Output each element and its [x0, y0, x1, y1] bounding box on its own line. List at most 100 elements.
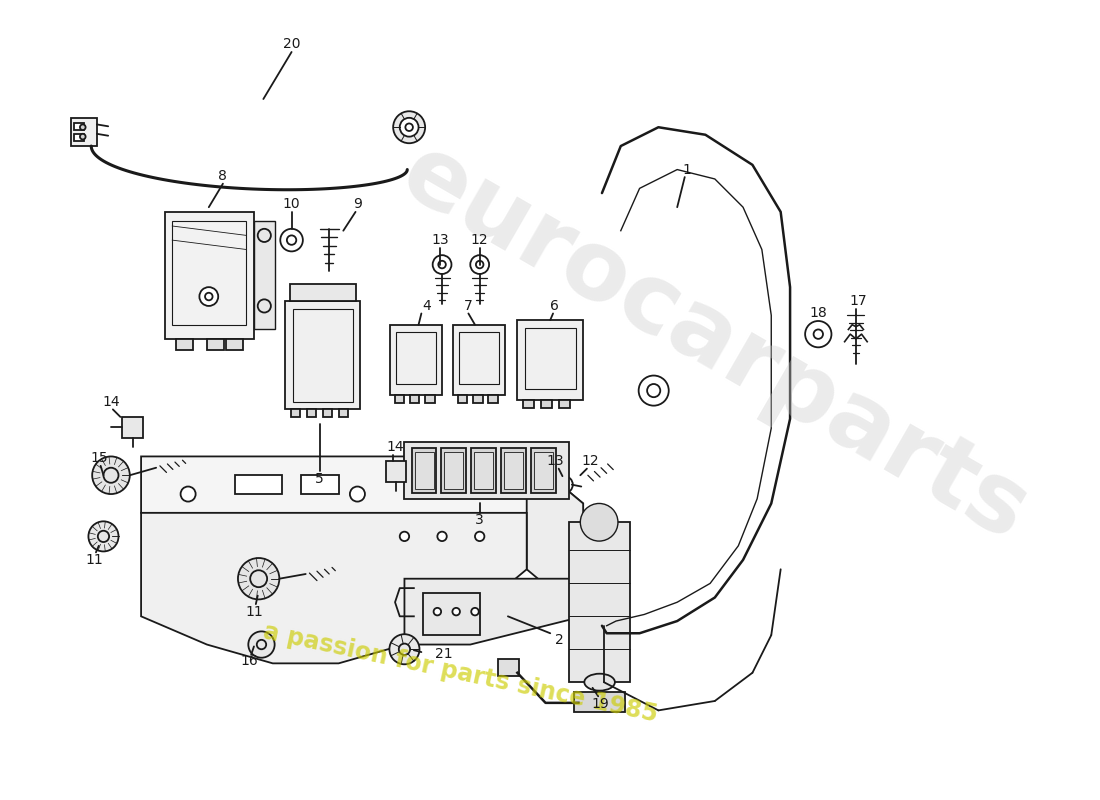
Text: 13: 13: [431, 233, 449, 247]
Circle shape: [432, 255, 451, 274]
Text: 1: 1: [682, 162, 691, 177]
Text: 7: 7: [464, 299, 473, 313]
Bar: [412, 448, 437, 493]
Polygon shape: [141, 457, 583, 560]
Bar: [226, 339, 243, 350]
Bar: [453, 325, 505, 395]
Text: 8: 8: [219, 169, 228, 183]
Bar: [289, 284, 355, 302]
Bar: [502, 448, 526, 493]
Bar: [459, 332, 499, 384]
Bar: [471, 448, 496, 493]
Text: 3: 3: [475, 514, 484, 527]
Text: 12: 12: [471, 233, 488, 247]
Bar: [424, 593, 480, 635]
Bar: [522, 400, 535, 407]
Bar: [441, 448, 465, 493]
Circle shape: [556, 476, 573, 493]
Circle shape: [249, 631, 275, 658]
Text: 4: 4: [422, 299, 431, 313]
Circle shape: [389, 634, 419, 664]
Bar: [504, 452, 522, 490]
Circle shape: [88, 522, 119, 551]
Bar: [122, 417, 143, 438]
Bar: [75, 134, 84, 142]
Bar: [574, 691, 626, 712]
Bar: [293, 309, 353, 402]
Text: 5: 5: [316, 472, 324, 486]
Circle shape: [199, 287, 218, 306]
Text: 12: 12: [582, 454, 600, 468]
Bar: [531, 448, 556, 493]
Text: 15: 15: [90, 451, 108, 466]
Bar: [559, 400, 570, 407]
Circle shape: [399, 532, 409, 541]
Circle shape: [399, 118, 419, 137]
Polygon shape: [141, 513, 527, 663]
Bar: [322, 410, 332, 417]
Circle shape: [180, 486, 196, 502]
Circle shape: [475, 532, 484, 541]
Bar: [425, 395, 435, 403]
Bar: [541, 400, 552, 407]
Bar: [339, 410, 348, 417]
Circle shape: [393, 111, 425, 143]
Text: 16: 16: [241, 654, 258, 669]
Bar: [70, 118, 97, 146]
Text: eurocarparts: eurocarparts: [385, 126, 1045, 561]
Bar: [415, 452, 433, 490]
Bar: [410, 395, 419, 403]
Ellipse shape: [584, 514, 615, 530]
Circle shape: [438, 532, 447, 541]
Text: a passion for parts since 1985: a passion for parts since 1985: [262, 619, 660, 726]
Bar: [525, 327, 575, 389]
Bar: [235, 475, 283, 494]
Bar: [390, 325, 442, 395]
Text: 9: 9: [353, 198, 362, 211]
Text: 21: 21: [434, 647, 452, 661]
Circle shape: [238, 558, 279, 599]
Text: 6: 6: [550, 299, 560, 313]
Ellipse shape: [584, 674, 615, 690]
Bar: [569, 522, 630, 682]
Bar: [498, 658, 519, 675]
Text: 10: 10: [283, 198, 300, 211]
Text: 19: 19: [591, 697, 609, 711]
Text: 13: 13: [546, 454, 563, 468]
Circle shape: [639, 375, 669, 406]
Bar: [207, 339, 224, 350]
Bar: [396, 332, 437, 384]
Bar: [444, 452, 463, 490]
Bar: [386, 461, 406, 482]
Polygon shape: [527, 457, 583, 616]
Bar: [165, 212, 254, 339]
Bar: [395, 395, 405, 403]
Bar: [307, 410, 316, 417]
Bar: [290, 410, 300, 417]
Circle shape: [805, 321, 832, 347]
Circle shape: [92, 457, 130, 494]
Circle shape: [80, 125, 86, 130]
Circle shape: [80, 134, 86, 139]
Text: 18: 18: [810, 306, 827, 321]
Bar: [254, 222, 275, 330]
Bar: [474, 452, 493, 490]
Circle shape: [280, 229, 302, 251]
Polygon shape: [405, 578, 583, 645]
Text: 14: 14: [102, 395, 120, 409]
Circle shape: [350, 486, 365, 502]
Bar: [535, 452, 553, 490]
Bar: [473, 395, 483, 403]
Circle shape: [471, 255, 490, 274]
Circle shape: [452, 608, 460, 615]
Text: 2: 2: [554, 633, 563, 647]
Bar: [405, 442, 569, 498]
Bar: [458, 395, 468, 403]
Text: 11: 11: [85, 553, 103, 567]
Circle shape: [581, 503, 618, 541]
Bar: [172, 222, 246, 325]
Bar: [176, 339, 192, 350]
Bar: [285, 302, 360, 410]
Text: 17: 17: [849, 294, 867, 308]
Bar: [488, 395, 497, 403]
